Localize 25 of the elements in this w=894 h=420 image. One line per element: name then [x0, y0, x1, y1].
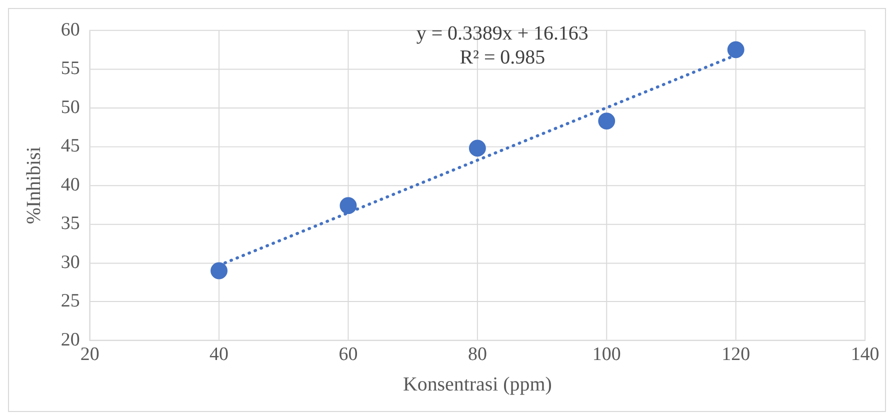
x-tick-label: 40	[210, 344, 228, 365]
y-tick-label: 55	[60, 58, 80, 80]
y-tick-label: 20	[60, 330, 80, 351]
x-tick-label: 60	[338, 344, 358, 365]
point	[468, 140, 486, 157]
x-tick-label: 140	[850, 344, 880, 365]
annotation: y = 0.3389x + 16.163	[416, 22, 588, 44]
x-tick-label: 80	[468, 344, 487, 365]
y-tick-label: 45	[60, 136, 80, 157]
y-tick-label: 50	[60, 96, 80, 118]
x-tick-label: 100	[592, 344, 621, 365]
y-tick-label: 60	[60, 19, 80, 40]
y-tick-label: 25	[60, 290, 80, 312]
y-tick-label: 40	[60, 174, 80, 196]
x-axis-title: Konsentrasi (ppm)	[402, 373, 552, 396]
point	[598, 112, 616, 130]
point	[727, 41, 744, 58]
y-tick-label: 30	[60, 252, 80, 273]
point	[340, 197, 357, 214]
y-axis-title: %Inhibisi	[23, 146, 46, 224]
annotation: R² = 0.985	[460, 46, 546, 68]
x-tick-label: 120	[722, 344, 750, 365]
point	[210, 262, 228, 280]
x-tick-label: 20	[80, 344, 100, 365]
y-tick-label: 35	[60, 213, 80, 234]
